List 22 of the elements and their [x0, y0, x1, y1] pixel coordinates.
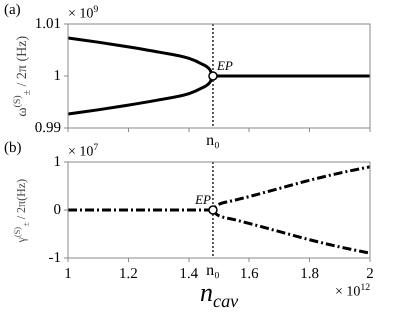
x-tick-label: 1.8	[300, 266, 319, 282]
x-tick-label: 1.6	[240, 266, 260, 282]
x-axis-title: n$_{cav}$	[200, 278, 238, 312]
x-tick-label: 1.4	[179, 266, 199, 282]
text: × 10$^{9}$	[68, 4, 98, 23]
y-tick-label: -1	[48, 250, 61, 266]
chart-title: (b)	[4, 140, 22, 157]
y-tick-label: 0	[54, 202, 61, 218]
annotation: EP	[216, 58, 233, 73]
y-tick-label: 1	[54, 154, 61, 170]
y-tick-label: 1.01	[34, 16, 61, 32]
ref-line-label: n₀	[206, 132, 220, 150]
ref-line-label: n₀	[206, 262, 220, 280]
text: × 10$^{7}$	[68, 142, 98, 161]
x-tick-label: 1.2	[119, 266, 138, 282]
text: × 10$^{12}$	[335, 282, 370, 301]
chart-title: (a)	[4, 2, 21, 19]
x-tick-label: 2	[366, 266, 374, 282]
x-tick-label: 1	[64, 266, 72, 282]
y-tick-label: 1	[54, 68, 61, 84]
annotation: EP	[194, 192, 212, 207]
y-tick-label: 0.99	[34, 120, 61, 136]
